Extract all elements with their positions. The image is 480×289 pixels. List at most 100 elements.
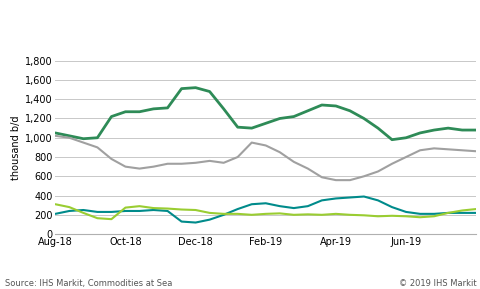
Legend: Saudi Arabia, UAE, Kuwait, Qatar: Saudi Arabia, UAE, Kuwait, Qatar bbox=[110, 288, 420, 289]
UAE bbox=[374, 170, 380, 173]
UAE bbox=[262, 144, 268, 147]
Kuwait bbox=[192, 221, 198, 224]
Qatar bbox=[444, 211, 450, 215]
Saudi Arabia bbox=[192, 86, 198, 89]
UAE bbox=[304, 167, 310, 170]
UAE bbox=[332, 178, 338, 182]
UAE bbox=[276, 151, 282, 154]
Saudi Arabia bbox=[164, 106, 170, 110]
Qatar bbox=[220, 212, 226, 216]
Qatar bbox=[430, 214, 436, 218]
UAE bbox=[220, 161, 226, 164]
Saudi Arabia bbox=[318, 103, 324, 107]
Kuwait bbox=[318, 199, 324, 202]
Qatar bbox=[346, 213, 352, 216]
UAE bbox=[416, 149, 422, 152]
Qatar bbox=[136, 204, 142, 208]
UAE bbox=[444, 148, 450, 151]
UAE bbox=[150, 165, 156, 168]
Kuwait bbox=[332, 197, 338, 200]
Kuwait bbox=[179, 220, 184, 223]
Kuwait bbox=[234, 207, 240, 211]
UAE bbox=[94, 146, 100, 149]
Text: Source: IHS Markit, Commodities at Sea: Source: IHS Markit, Commodities at Sea bbox=[5, 279, 172, 288]
Saudi Arabia bbox=[150, 107, 156, 111]
UAE bbox=[388, 162, 394, 166]
Qatar bbox=[164, 207, 170, 210]
Kuwait bbox=[262, 201, 268, 205]
Qatar bbox=[122, 206, 128, 209]
UAE bbox=[66, 136, 72, 140]
Saudi Arabia bbox=[136, 110, 142, 114]
UAE bbox=[80, 141, 86, 144]
Kuwait bbox=[108, 210, 114, 214]
UAE bbox=[458, 149, 464, 152]
Kuwait bbox=[402, 210, 408, 214]
Qatar bbox=[66, 205, 72, 209]
Kuwait bbox=[458, 211, 464, 215]
Qatar bbox=[206, 211, 212, 215]
Kuwait bbox=[346, 196, 352, 199]
Kuwait bbox=[94, 210, 100, 214]
Saudi Arabia bbox=[80, 137, 86, 140]
Saudi Arabia bbox=[458, 128, 464, 132]
Saudi Arabia bbox=[430, 128, 436, 132]
UAE bbox=[164, 162, 170, 166]
Kuwait bbox=[66, 209, 72, 213]
UAE bbox=[136, 167, 142, 170]
Saudi Arabia bbox=[360, 117, 366, 120]
UAE bbox=[360, 175, 366, 178]
Saudi Arabia bbox=[108, 115, 114, 118]
Kuwait bbox=[472, 211, 478, 215]
Qatar bbox=[318, 213, 324, 216]
Qatar bbox=[290, 213, 296, 216]
Saudi Arabia bbox=[122, 110, 128, 114]
Saudi Arabia bbox=[444, 126, 450, 130]
Kuwait bbox=[360, 195, 366, 198]
Qatar bbox=[472, 207, 478, 211]
Saudi Arabia bbox=[472, 128, 478, 132]
Line: UAE: UAE bbox=[55, 136, 475, 180]
UAE bbox=[346, 178, 352, 182]
Saudi Arabia bbox=[248, 126, 254, 130]
Qatar bbox=[458, 209, 464, 212]
Saudi Arabia bbox=[220, 107, 226, 111]
Qatar bbox=[52, 203, 58, 206]
Kuwait bbox=[136, 209, 142, 213]
Line: Kuwait: Kuwait bbox=[55, 197, 475, 223]
Saudi Arabia bbox=[402, 136, 408, 140]
Saudi Arabia bbox=[234, 125, 240, 129]
Text: © 2019 IHS Markit: © 2019 IHS Markit bbox=[398, 279, 475, 288]
Saudi Arabia bbox=[206, 90, 212, 93]
Kuwait bbox=[164, 209, 170, 213]
UAE bbox=[192, 161, 198, 164]
UAE bbox=[52, 134, 58, 138]
Qatar bbox=[332, 212, 338, 216]
Kuwait bbox=[122, 209, 128, 213]
UAE bbox=[122, 165, 128, 168]
Qatar bbox=[192, 208, 198, 212]
Kuwait bbox=[150, 208, 156, 212]
Kuwait bbox=[276, 204, 282, 208]
UAE bbox=[234, 155, 240, 159]
Kuwait bbox=[444, 211, 450, 215]
Kuwait bbox=[80, 208, 86, 212]
Saudi Arabia bbox=[374, 126, 380, 130]
UAE bbox=[472, 149, 478, 153]
UAE bbox=[206, 159, 212, 163]
Kuwait bbox=[416, 212, 422, 216]
Qatar bbox=[388, 214, 394, 218]
Qatar bbox=[108, 217, 114, 221]
Kuwait bbox=[248, 203, 254, 206]
Saudi Arabia bbox=[66, 134, 72, 138]
Saudi Arabia bbox=[52, 131, 58, 135]
Saudi Arabia bbox=[94, 136, 100, 140]
Saudi Arabia bbox=[346, 109, 352, 112]
Qatar bbox=[80, 211, 86, 215]
Qatar bbox=[416, 216, 422, 219]
Saudi Arabia bbox=[388, 138, 394, 141]
Saudi Arabia bbox=[179, 87, 184, 90]
Qatar bbox=[262, 212, 268, 216]
Kuwait bbox=[290, 206, 296, 210]
Qatar bbox=[234, 212, 240, 216]
